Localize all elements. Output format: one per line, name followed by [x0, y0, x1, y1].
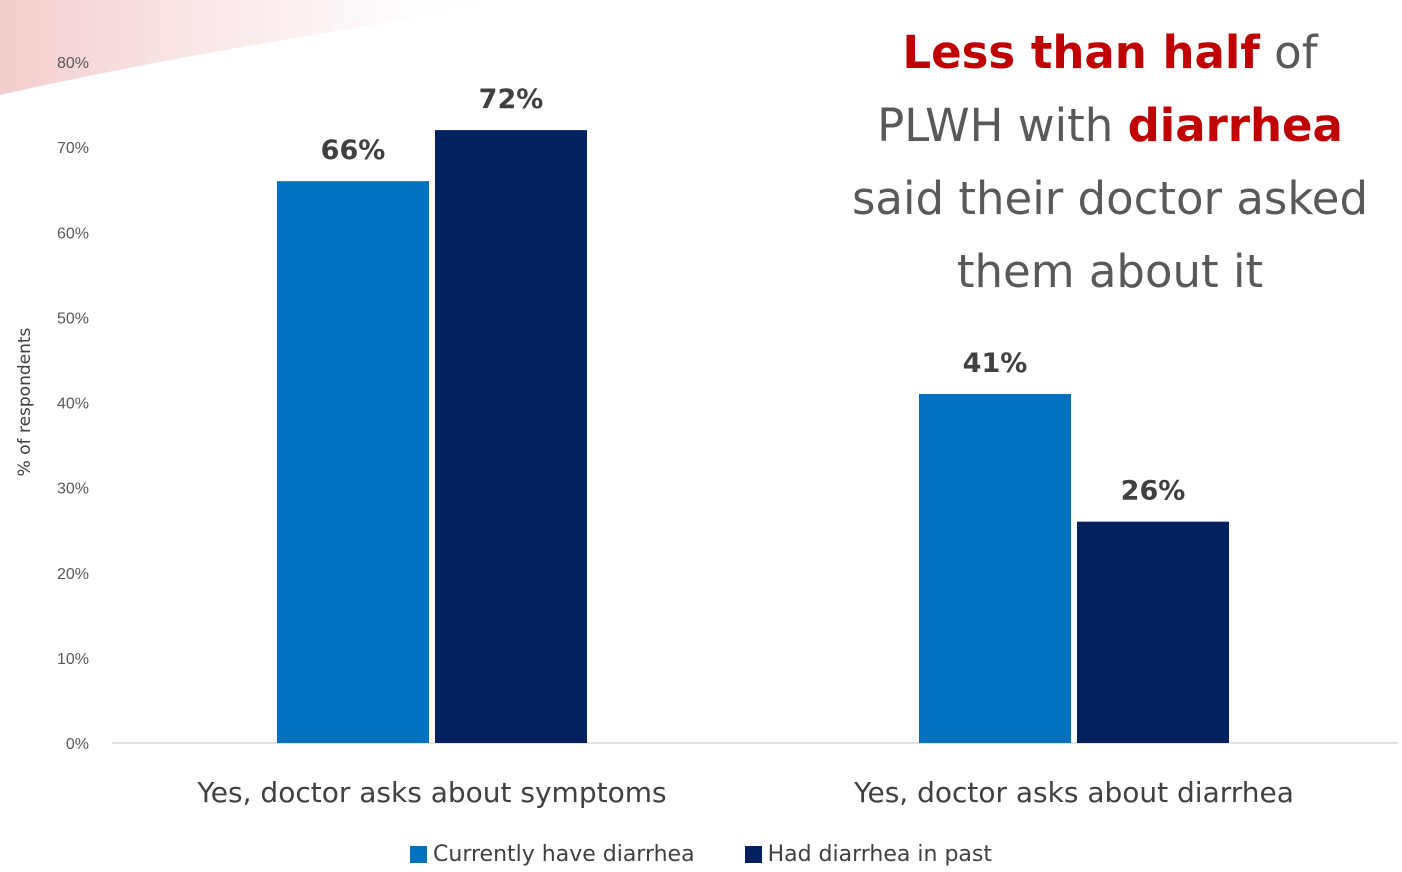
y-tick-label: 30%: [57, 481, 89, 498]
bar-data-label: 41%: [963, 348, 1028, 379]
legend-swatch-past: [744, 846, 762, 863]
y-axis-title: % of respondents: [15, 327, 35, 476]
bar-past: [1077, 521, 1229, 743]
y-axis: 0% 10% 20% 30% 40% 50% 60% 70% 80%: [57, 55, 89, 753]
callout-text-2: PLWH with: [877, 99, 1128, 152]
y-tick-label: 80%: [57, 55, 89, 72]
bar-data-label: 72%: [479, 84, 544, 115]
callout-emphasis-2: diarrhea: [1127, 99, 1343, 152]
y-tick-label: 70%: [57, 140, 89, 157]
category-labels: Yes, doctor asks about symptoms Yes, doct…: [196, 776, 1293, 809]
y-tick-label: 10%: [57, 651, 89, 668]
legend-swatch-current: [410, 846, 428, 863]
bar-past: [435, 130, 587, 744]
y-tick-label: 40%: [57, 396, 89, 413]
callout-text-1: of: [1259, 26, 1318, 79]
bars: [277, 130, 1229, 744]
data-labels: 66% 72% 41% 26%: [321, 84, 1186, 507]
callout-text: Less than half of PLWH with diarrhea sai…: [790, 16, 1402, 308]
bar-current: [277, 181, 429, 744]
legend-label-past: Had diarrhea in past: [767, 842, 992, 867]
y-tick-label: 60%: [57, 225, 89, 242]
category-label: Yes, doctor asks about symptoms: [196, 776, 666, 809]
callout-text-4: them about it: [956, 245, 1264, 298]
y-tick-label: 0%: [66, 736, 89, 753]
legend-item-past: Had diarrhea in past: [744, 842, 992, 867]
callout-text-3: said their doctor asked: [851, 172, 1369, 225]
bar-current: [919, 393, 1071, 743]
y-tick-label: 20%: [57, 566, 89, 583]
y-tick-label: 50%: [57, 310, 89, 327]
category-label: Yes, doctor asks about diarrhea: [853, 776, 1294, 809]
bar-data-label: 66%: [321, 135, 386, 166]
legend: Currently have diarrhea Had diarrhea in …: [0, 842, 1402, 867]
bar-data-label: 26%: [1121, 476, 1186, 507]
legend-item-current: Currently have diarrhea: [410, 842, 695, 867]
callout-emphasis-1: Less than half: [902, 26, 1260, 79]
legend-label-current: Currently have diarrhea: [433, 842, 695, 867]
